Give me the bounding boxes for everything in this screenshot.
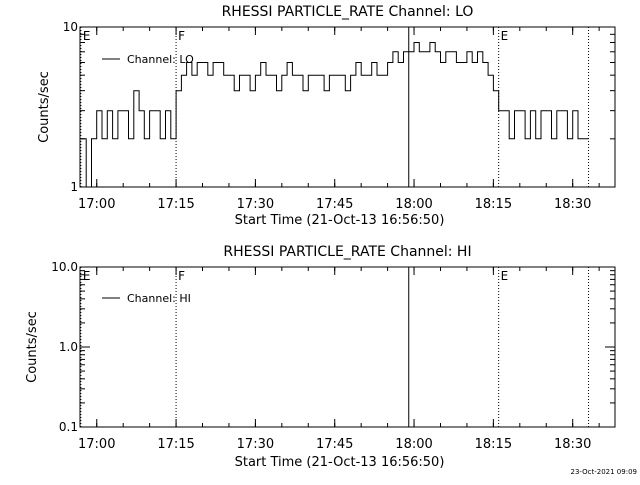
x-tick-label: 18:15: [475, 437, 512, 452]
x-tick-label: 17:00: [78, 197, 115, 212]
x-tick-label: 17:15: [157, 197, 194, 212]
x-tick-label: 18:30: [554, 437, 591, 452]
x-tick-label: 17:30: [237, 197, 274, 212]
series-line: [80, 42, 589, 188]
chart-title: RHESSI PARTICLE_RATE Channel: HI: [223, 244, 471, 260]
x-tick-label: 18:30: [554, 197, 591, 212]
y-axis-label: Counts/sec: [25, 311, 40, 383]
chart-title: RHESSI PARTICLE_RATE Channel: LO: [222, 4, 474, 20]
x-tick-label: 17:45: [316, 437, 353, 452]
x-axis-label: Start Time (21-Oct-13 16:56:50): [235, 455, 445, 470]
y-tick-label: 1: [70, 180, 78, 194]
y-tick-label: 1.0: [59, 340, 78, 354]
x-tick-label: 18:00: [395, 437, 432, 452]
legend-entry: Channel: HI: [127, 292, 191, 305]
event-marker-label: E: [83, 269, 91, 283]
plot-frame: [79, 266, 616, 428]
legend-entry: Channel: LO: [127, 53, 194, 66]
plot-frame: [79, 26, 616, 188]
y-axis-label: Counts/sec: [37, 71, 52, 143]
x-tick-label: 17:15: [157, 437, 194, 452]
footer-timestamp: 23-Oct-2021 09:09: [571, 468, 637, 476]
event-marker-label: E: [83, 29, 91, 43]
x-tick-label: 17:45: [316, 197, 353, 212]
x-tick-label: 18:00: [395, 197, 432, 212]
x-tick-label: 17:00: [78, 437, 115, 452]
y-tick-label: 0.1: [59, 420, 78, 434]
x-tick-label: 17:30: [237, 437, 274, 452]
event-marker-label: F: [178, 269, 185, 283]
chart-panel-2: RHESSI PARTICLE_RATE Channel: HI Start Ti…: [25, 244, 616, 470]
event-marker-label: E: [501, 269, 509, 283]
y-tick-label: 10.0: [51, 260, 78, 274]
x-tick-label: 18:15: [475, 197, 512, 212]
event-marker-label: F: [178, 29, 185, 43]
chart-panel-1: RHESSI PARTICLE_RATE Channel: LO Start Ti…: [37, 4, 616, 228]
event-marker-label: E: [501, 29, 509, 43]
x-axis-label: Start Time (21-Oct-13 16:56:50): [235, 213, 445, 228]
y-tick-label: 10: [63, 20, 78, 34]
